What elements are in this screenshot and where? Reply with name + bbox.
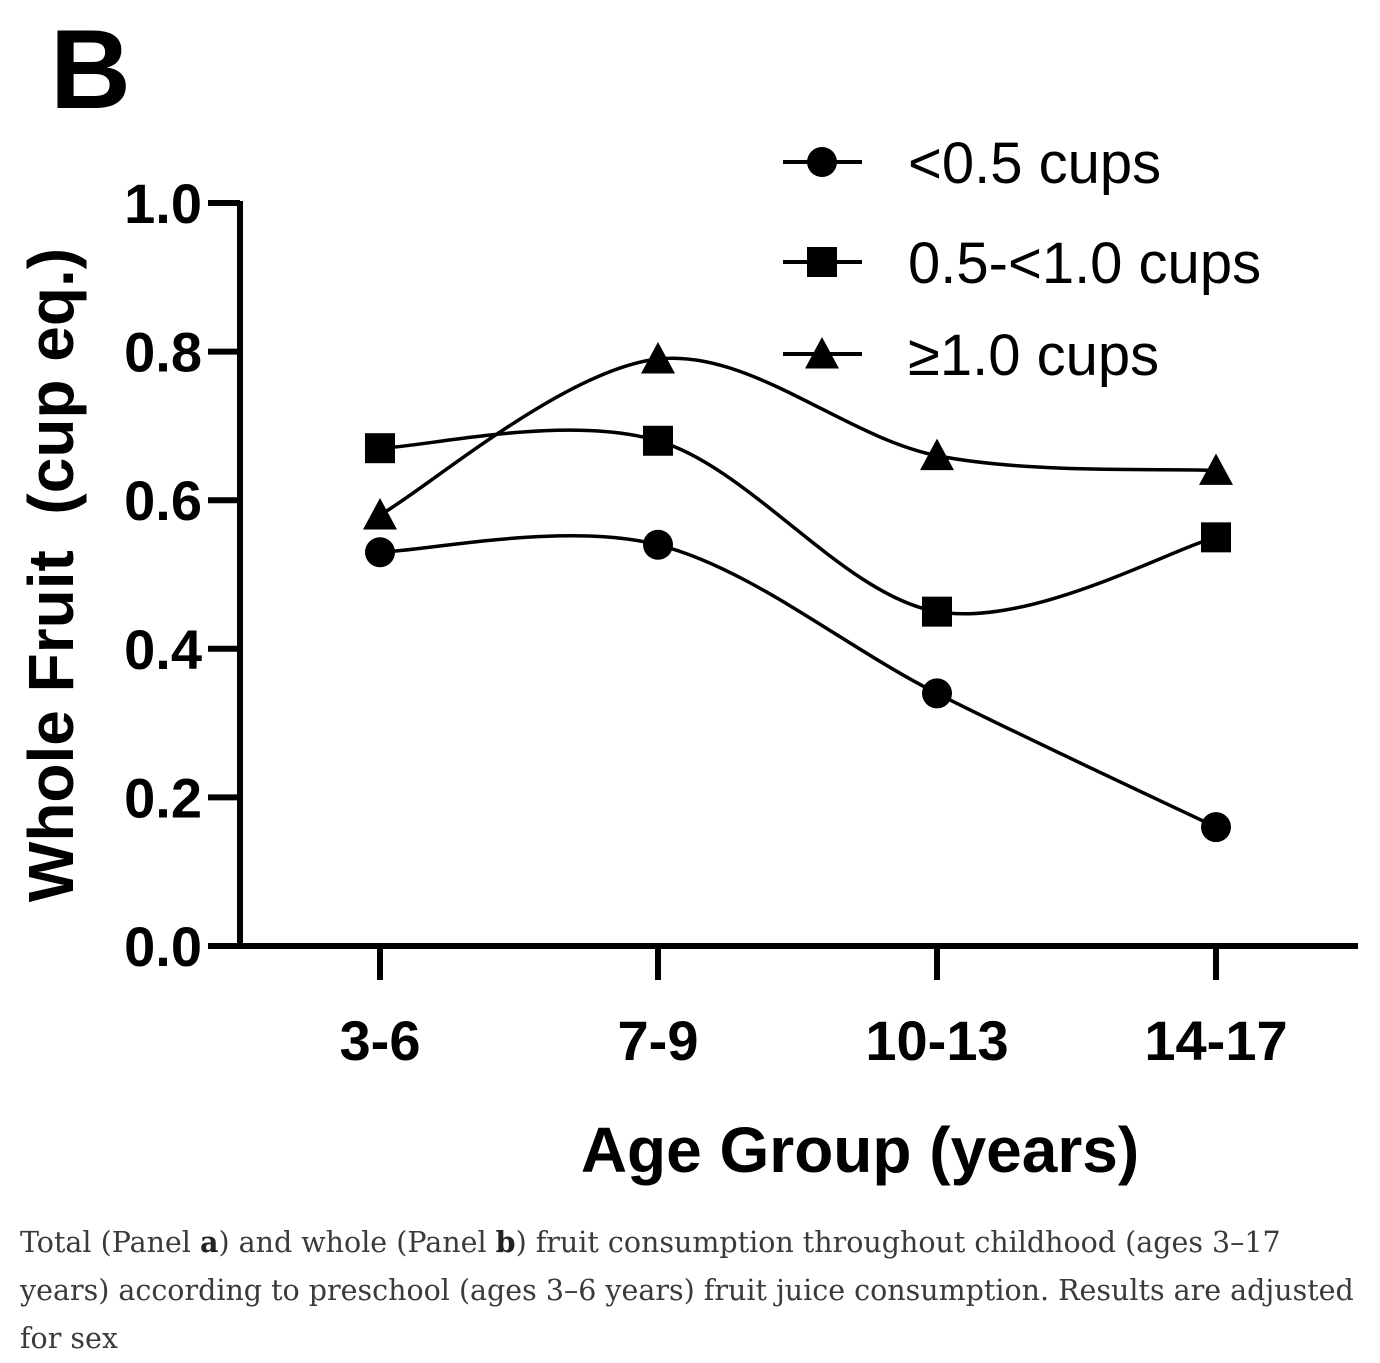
series-line-circle [379, 534, 1217, 829]
legend-label: <0.5 cups [908, 131, 1161, 196]
y-tick-label: 0.6 [124, 469, 202, 532]
panel-label: B [50, 7, 131, 132]
data-point-circle [643, 529, 673, 560]
figure-caption: Total (Panel a) and whole (Panel b) frui… [20, 1218, 1365, 1363]
data-point-square [922, 596, 952, 627]
legend-label: 0.5-<1.0 cups [908, 231, 1261, 296]
x-tick-label: 3-6 [340, 1009, 421, 1072]
y-tick-label: 0.8 [124, 321, 202, 384]
series-triangle [363, 342, 1233, 530]
caption-text-2: ) and whole (Panel [218, 1226, 496, 1259]
y-tick-label: 0.2 [124, 766, 202, 829]
data-point-square [365, 433, 395, 464]
y-tick-label: 0.4 [124, 618, 202, 681]
data-point-square [1201, 522, 1231, 553]
triangle-icon [805, 337, 839, 369]
legend-item: 0.5-<1.0 cups [783, 231, 1261, 296]
series-layer [363, 342, 1233, 843]
data-point-circle [365, 537, 395, 568]
series-square [365, 425, 1231, 627]
data-point-triangle [920, 438, 954, 471]
y-tick-label: 1.0 [124, 172, 202, 235]
caption-text-1: Total (Panel [20, 1226, 200, 1259]
data-point-triangle [363, 498, 397, 530]
figure: B 0.0 0.2 0.4 0.6 0.8 1.0 3-6 7-9 10-13 14-17 <0.… [15, 7, 1358, 1186]
caption-panel-a: a [199, 1225, 219, 1259]
x-tick-label: 10-13 [865, 1009, 1008, 1072]
series-line-triangle [379, 356, 1217, 517]
series-circle [365, 529, 1231, 843]
x-tick-label: 7-9 [618, 1009, 699, 1072]
caption-panel-b: b [495, 1225, 516, 1259]
data-point-triangle [1199, 453, 1233, 485]
y-axis-label: Whole Fruit (cup eq.) [15, 248, 87, 902]
data-point-square [643, 425, 673, 456]
legend: <0.5 cups 0.5-<1.0 cups ≥1.0 cups [783, 131, 1261, 388]
y-tick-label: 0.0 [124, 915, 202, 978]
axes: 0.0 0.2 0.4 0.6 0.8 1.0 3-6 7-9 10-13 14-17 [124, 172, 1358, 1072]
x-axis-label: Age Group (years) [581, 1114, 1139, 1186]
x-tick-label: 14-17 [1144, 1009, 1287, 1072]
data-point-circle [1201, 812, 1231, 843]
data-point-triangle [641, 342, 675, 374]
data-point-circle [922, 678, 952, 709]
square-icon [807, 247, 837, 277]
whole-fruit-chart: B 0.0 0.2 0.4 0.6 0.8 1.0 3-6 7-9 10-13 14-17 <0.… [15, 7, 1358, 1186]
caption-text-3: ) fruit consumption throughout childhood… [20, 1226, 1354, 1355]
legend-item: <0.5 cups [783, 131, 1161, 196]
legend-label: ≥1.0 cups [908, 323, 1159, 388]
circle-icon [807, 147, 837, 177]
series-line-square [379, 428, 1217, 616]
legend-item: ≥1.0 cups [783, 323, 1159, 388]
